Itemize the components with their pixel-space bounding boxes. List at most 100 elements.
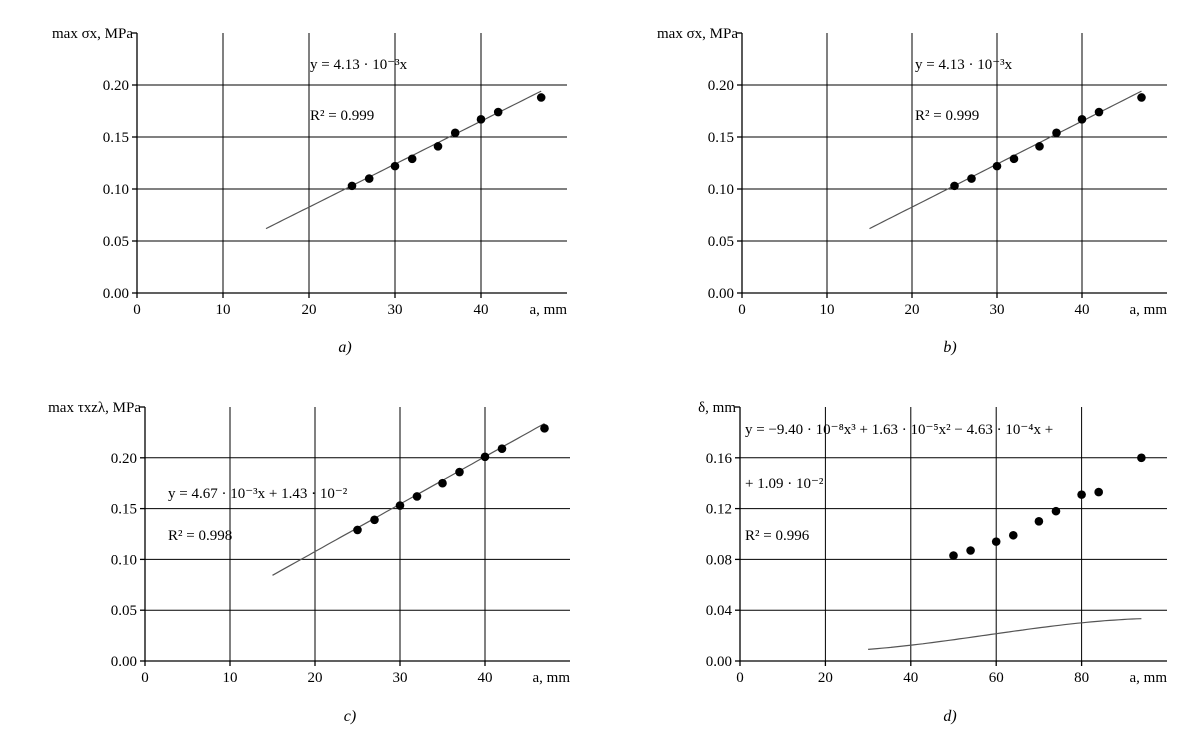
data-point	[493, 107, 503, 117]
data-point	[395, 501, 405, 510]
panel-caption: a)	[338, 339, 351, 356]
data-point	[1008, 530, 1018, 540]
data-point	[412, 492, 422, 501]
y-axis-label: max σx, MPa	[52, 26, 133, 42]
y-tick-label: 0.00	[103, 286, 129, 302]
data-point	[1051, 506, 1061, 516]
x-axis-label: a, mm	[1130, 670, 1168, 686]
y-axis-label: δ, mm	[698, 400, 736, 416]
x-tick-label: 10	[223, 670, 238, 686]
y-tick-label: 0.15	[708, 130, 734, 146]
panel-caption: b)	[943, 339, 956, 356]
data-point	[433, 142, 443, 151]
fit-equation: y = 4.13 · 10⁻³x	[915, 57, 1013, 73]
x-tick-label: 30	[393, 670, 408, 686]
data-point	[992, 161, 1002, 171]
data-point	[950, 181, 959, 191]
data-point	[480, 452, 490, 462]
data-point	[1137, 453, 1146, 463]
data-point	[390, 161, 400, 171]
data-point	[1052, 128, 1061, 138]
data-point	[1034, 517, 1044, 526]
y-tick-label: 0.20	[708, 78, 734, 94]
y-tick-label: 0.00	[708, 286, 734, 302]
x-tick-label: 10	[820, 302, 835, 318]
y-tick-label: 0.05	[708, 234, 734, 250]
x-tick-label: 60	[989, 670, 1004, 686]
y-tick-label: 0.10	[111, 552, 137, 568]
y-tick-label: 0.10	[708, 182, 734, 198]
y-tick-label: 0.16	[706, 451, 733, 467]
y-tick-label: 0.05	[111, 603, 137, 619]
x-tick-label: 10	[216, 302, 231, 318]
panel-caption: d)	[943, 708, 956, 725]
x-tick-label: 20	[308, 670, 323, 686]
data-point	[1094, 487, 1103, 497]
chart-panel-2: 0.00 0.05 0.10 0.15 0.20 0 10 20 30 40 max σx, MPa…	[657, 26, 1167, 356]
y-tick-label: 0.00	[706, 654, 732, 670]
data-point	[450, 128, 460, 138]
data-point	[370, 515, 379, 525]
x-tick-label: 40	[474, 302, 489, 318]
data-point	[966, 546, 975, 555]
x-tick-label: 20	[905, 302, 920, 318]
data-point	[967, 174, 976, 183]
y-tick-label: 0.04	[706, 603, 733, 619]
x-axis-label: a, mm	[1130, 302, 1168, 318]
data-point	[347, 181, 357, 191]
fit-equation: y = −9.40 · 10⁻⁸x³ + 1.63 · 10⁻⁵x² − 4.6…	[745, 422, 1053, 438]
data-point	[540, 424, 549, 433]
r-squared: R² = 0.999	[310, 108, 374, 124]
r-squared: R² = 0.999	[915, 108, 979, 124]
data-point	[1137, 93, 1146, 102]
data-point	[536, 93, 546, 102]
data-point	[476, 115, 486, 124]
data-point	[438, 478, 447, 488]
r-squared: R² = 0.998	[168, 528, 232, 544]
x-tick-label: 20	[302, 302, 317, 318]
x-tick-label: 40	[903, 670, 918, 686]
y-tick-label: 0.15	[103, 130, 129, 146]
chart-panel-3: 0.00 0.05 0.10 0.15 0.20 0 10 20 30 40 max τxzλ, M…	[48, 400, 570, 725]
x-tick-label: 0	[141, 670, 149, 686]
x-tick-label: 0	[736, 670, 744, 686]
y-tick-label: 0.15	[111, 502, 137, 518]
data-point	[497, 444, 507, 453]
x-axis-label: a, mm	[533, 670, 571, 686]
trend-line	[868, 618, 1142, 650]
y-tick-label: 0.08	[706, 552, 732, 568]
x-tick-label: 0	[738, 302, 746, 318]
data-point	[991, 537, 1001, 546]
x-tick-label: 80	[1074, 670, 1089, 686]
x-tick-label: 30	[388, 302, 403, 318]
data-point	[1077, 115, 1087, 124]
data-point	[1035, 142, 1044, 151]
y-tick-label: 0.05	[103, 234, 129, 250]
fit-equation: y = 4.13 · 10⁻³x	[310, 57, 408, 73]
panel-caption: c)	[344, 708, 356, 725]
fit-equation: y = 4.67 · 10⁻³x + 1.43 · 10⁻²	[168, 486, 348, 502]
y-tick-label: 0.12	[706, 502, 732, 518]
fit-equation-continued: + 1.09 · 10⁻²	[745, 476, 824, 492]
x-tick-label: 0	[133, 302, 141, 318]
data-point	[353, 525, 362, 535]
chart-panel-4: 0.00 0.04 0.08 0.12 0.16 0 20 40 60 80 δ, mm a, mm y…	[698, 400, 1167, 725]
y-tick-label: 0.20	[103, 78, 129, 94]
data-point	[455, 467, 464, 477]
data-point	[949, 551, 958, 560]
data-point	[1077, 490, 1086, 499]
x-tick-label: 40	[1075, 302, 1090, 318]
chart-panel-1: 0.00 0.05 0.10 0.15 0.20 0 10 20 30 40 max σx, MPa…	[52, 26, 567, 356]
data-point	[1009, 154, 1019, 164]
y-tick-label: 0.00	[111, 654, 137, 670]
x-tick-label: 30	[990, 302, 1005, 318]
data-point	[407, 154, 417, 164]
y-tick-label: 0.20	[111, 451, 137, 467]
y-axis-label: max τxzλ, MPa	[48, 400, 141, 416]
x-tick-label: 20	[818, 670, 833, 686]
y-tick-label: 0.10	[103, 182, 129, 198]
data-point	[1094, 107, 1104, 117]
data-point	[364, 174, 374, 183]
x-axis-label: a, mm	[530, 302, 568, 318]
